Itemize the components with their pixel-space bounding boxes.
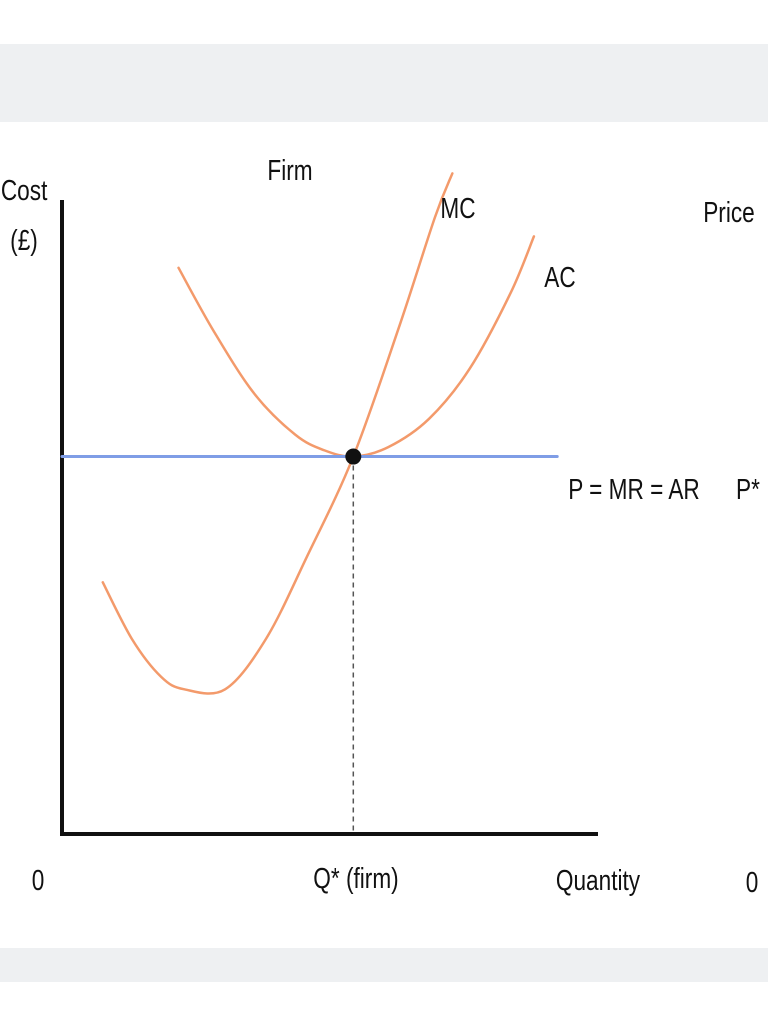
equilibrium-point xyxy=(345,448,362,465)
x-tick-label-q-star: Q* (firm) xyxy=(313,861,398,894)
series-label-mc: MC xyxy=(440,191,475,224)
x-axis-label: Quantity xyxy=(556,863,640,896)
series-label-price-line: P = MR = AR xyxy=(568,472,700,505)
right-panel-y-label: Price xyxy=(703,195,755,228)
ac-curve xyxy=(177,235,536,458)
y-axis-label-line2: (£) xyxy=(10,223,38,256)
series-label-ac: AC xyxy=(544,260,575,293)
right-panel-price-label: P* xyxy=(736,472,760,505)
top-band xyxy=(0,44,768,122)
origin-label: 0 xyxy=(32,863,45,896)
mc-curve xyxy=(101,172,454,695)
series-layer xyxy=(60,172,559,695)
y-axis-label-line1: Cost xyxy=(1,173,48,206)
chart-panel: Firm Cost (£) 0 Q* (firm) Quantity MC AC… xyxy=(0,122,768,948)
chart-title: Firm xyxy=(267,153,312,186)
cost-curves-chart: Firm Cost (£) 0 Q* (firm) Quantity MC AC… xyxy=(1,153,760,898)
right-panel-origin-label: 0 xyxy=(746,865,759,898)
bottom-band xyxy=(0,948,768,982)
